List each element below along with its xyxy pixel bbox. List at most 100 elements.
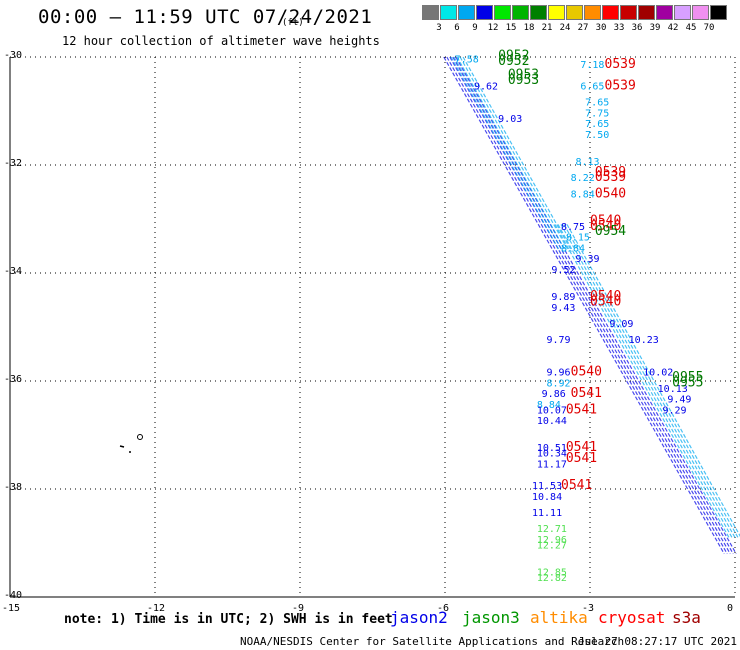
y-tick-label: -34: [4, 266, 23, 277]
pass-time-label: 0955: [672, 375, 703, 390]
scale-swatch: [476, 5, 493, 20]
wave-height-label: 12.71: [537, 524, 567, 535]
scale-label: 24: [559, 23, 571, 33]
wave-height-label: 9.96: [547, 368, 571, 379]
wave-height-label: 8.75: [561, 222, 585, 233]
track-band: [452, 56, 734, 555]
pass-time-label: 0953: [508, 73, 539, 88]
x-tick-label: -9: [292, 603, 305, 614]
scale-swatch: [692, 5, 709, 20]
legend-item: jason2: [390, 608, 448, 627]
pass-time-label: 0952: [498, 54, 529, 69]
scale-swatch: [512, 5, 529, 20]
wave-height-label: 7.18: [580, 60, 604, 71]
wave-height-label: 9.86: [542, 389, 566, 400]
wave-height-label: 12.27: [537, 540, 567, 551]
wave-height-label: 9.89: [551, 292, 575, 303]
wave-height-label: 7.65: [585, 98, 609, 109]
wave-height-label: 10.02: [643, 368, 673, 379]
scale-swatch: [674, 5, 691, 20]
pass-time-label: 0540: [571, 365, 602, 380]
wave-height-label: 11.11: [532, 508, 562, 519]
wave-height-label: 6.65: [580, 81, 604, 92]
wave-height-label: 10.34: [537, 449, 567, 460]
scale-swatch: [458, 5, 475, 20]
scale-swatch: [710, 5, 727, 20]
wave-height-label: 7.58: [455, 54, 479, 65]
scale-label: 45: [685, 23, 697, 33]
pass-time-label: 0540: [590, 219, 621, 234]
scale-swatch: [422, 5, 439, 20]
chart-subtitle: 12 hour collection of altimeter wave hei…: [62, 34, 380, 48]
scale-label: 39: [649, 23, 661, 33]
wave-height-label: 9.39: [576, 254, 600, 265]
scale-swatch: [530, 5, 547, 20]
pass-time-label: 0540: [590, 289, 621, 304]
wave-height-label: 8.13: [576, 157, 600, 168]
y-tick-label: -36: [4, 374, 23, 385]
wave-height-label: 8.84: [571, 189, 595, 200]
pass-time-label: 0540: [595, 186, 626, 201]
scale-label: 9: [472, 23, 478, 33]
pass-time-label: 0541: [566, 402, 597, 417]
scale-swatch: [656, 5, 673, 20]
wave-height-label: 7.50: [585, 130, 609, 141]
wave-height-label: 8.92: [547, 378, 571, 389]
wave-height-label: 12.85: [537, 567, 567, 578]
pass-time-label: 0541: [566, 451, 597, 466]
legend-item: jason3: [462, 608, 520, 627]
track-band: [449, 56, 731, 555]
x-tick-label: -3: [582, 603, 595, 614]
track-band: [446, 56, 728, 555]
legend-item: s3a: [672, 608, 701, 627]
wave-height-label: 10.23: [629, 335, 659, 346]
track-band: [450, 56, 561, 252]
wave-height-label: 10.07: [537, 405, 567, 416]
scale-label: 12: [487, 23, 499, 33]
wave-height-label: 9.03: [498, 114, 522, 125]
track-band: [443, 56, 725, 555]
wave-height-label: 9.52: [551, 265, 575, 276]
track-band: [455, 56, 737, 555]
wave-height-label: 10.84: [532, 492, 562, 503]
pass-time-label: 0539: [605, 57, 636, 72]
pass-time-label: 0541: [566, 440, 597, 455]
wave-height-label: 9.29: [663, 405, 687, 416]
scale-label: 30: [595, 23, 607, 33]
scale-label: 21: [541, 23, 553, 33]
footnote: note: 1) Time is in UTC; 2) SWH is in fe…: [64, 612, 393, 627]
wave-height-label: 7.75: [585, 108, 609, 119]
wave-height-label: 9.49: [667, 395, 691, 406]
pass-time-label: 0539: [595, 170, 626, 185]
pass-time-label: 0541: [561, 478, 592, 493]
scale-swatch: [602, 5, 619, 20]
x-tick-label: -12: [147, 603, 166, 614]
scale-label: 42: [667, 23, 679, 33]
pass-time-label: 0540: [590, 213, 621, 228]
wave-height-label: 9.79: [547, 335, 571, 346]
legend-item: altika: [530, 608, 588, 627]
track-band: [566, 224, 740, 538]
island-marker: [137, 434, 143, 440]
chart-grid: [9, 56, 736, 598]
pass-time-label: 0955: [672, 370, 703, 385]
track-band: [456, 56, 567, 252]
pass-time-label: 0540: [590, 294, 621, 309]
scale-label: 70: [703, 23, 715, 33]
scale-label: 36: [631, 23, 643, 33]
wave-height-label: 9.62: [474, 81, 498, 92]
x-tick-label: 0: [727, 603, 734, 614]
wave-height-label: 8.84: [537, 400, 561, 411]
scale-swatch: [638, 5, 655, 20]
wave-height-label: 8.84: [561, 243, 585, 254]
track-band: [453, 56, 564, 252]
island-marker: [119, 445, 125, 448]
island-outlines: [119, 434, 143, 453]
wave-height-label: 12.96: [537, 535, 567, 546]
pass-time-label: 0952: [498, 49, 529, 64]
scale-swatch: [620, 5, 637, 20]
pass-time-label: 0953: [508, 68, 539, 83]
legend-item: cryosat: [598, 608, 666, 627]
y-tick-label: -32: [4, 158, 23, 169]
